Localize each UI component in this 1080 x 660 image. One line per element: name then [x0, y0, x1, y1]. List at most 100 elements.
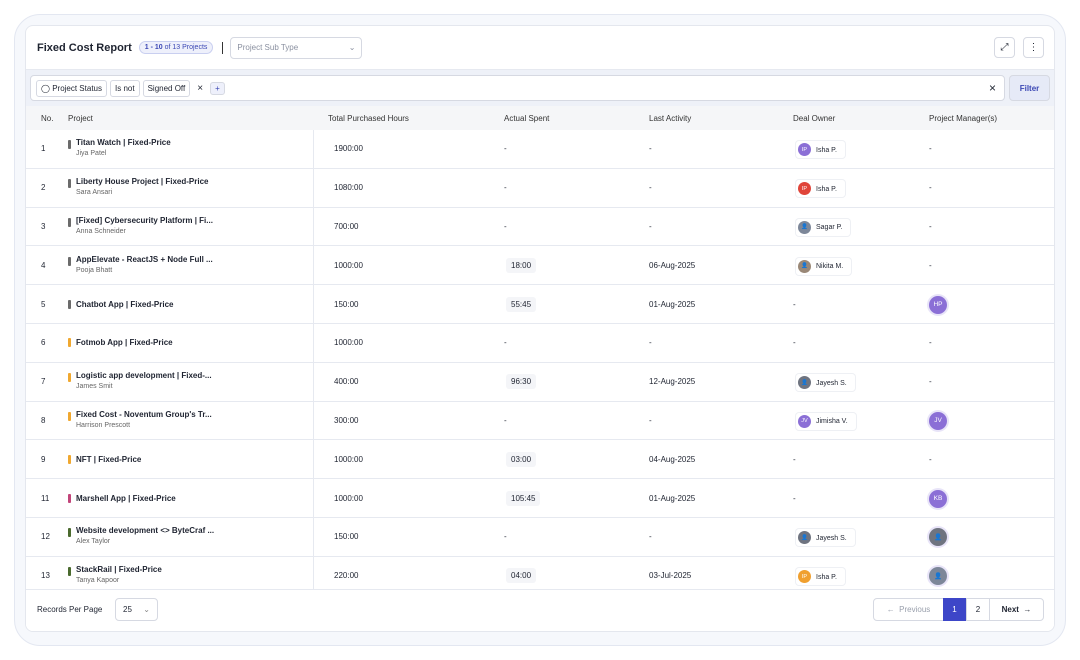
menu-button[interactable]: ⋮ [1023, 37, 1044, 58]
vdiv [313, 208, 314, 246]
owner-avatar: 👤 [798, 221, 811, 234]
last-activity: - [649, 338, 652, 347]
initials: IP [802, 574, 807, 580]
actual-spent: 105:45 [506, 491, 540, 506]
project-name: Logistic app development | Fixed-... [76, 371, 212, 380]
table-row[interactable]: 12Website development <> ByteCraf ...Ale… [26, 518, 1055, 557]
manager-avatar: HP [929, 296, 947, 314]
table-row[interactable]: 3[Fixed] Cybersecurity Platform | Fi...A… [26, 208, 1055, 247]
last-activity: - [649, 183, 652, 192]
deal-owner: - [793, 300, 796, 309]
owner-avatar: JV [798, 415, 811, 428]
next-button[interactable]: Next → [989, 598, 1044, 621]
row-number: 1 [41, 144, 45, 153]
count-badge: 1 - 10 of 13 Projects [139, 41, 214, 54]
initials: JV [801, 418, 807, 424]
filter-button[interactable]: Filter [1009, 75, 1050, 101]
row-number: 2 [41, 183, 45, 192]
table-body: 1Titan Watch | Fixed-PriceJiya Patel1900… [26, 130, 1055, 591]
chevron: ⌄ [349, 43, 356, 52]
owner-avatar: 👤 [798, 376, 811, 389]
owner-name: Jayesh S. [816, 535, 847, 542]
table-row[interactable]: 9NFT | Fixed-Price1000:0003:0004-Aug-202… [26, 440, 1055, 479]
owner-name: Sagar P. [816, 224, 842, 231]
table-row[interactable]: 6Fotmob App | Fixed-Price1000:00---- [26, 324, 1055, 363]
purchased-hours: 150:00 [334, 532, 358, 541]
last-activity: 12-Aug-2025 [649, 377, 695, 386]
table-row[interactable]: 1Titan Watch | Fixed-PriceJiya Patel1900… [26, 130, 1055, 169]
field: Project Status [52, 84, 102, 93]
table-row[interactable]: 4AppElevate - ReactJS + Node Full ...Poo… [26, 246, 1055, 285]
project-color [68, 567, 71, 576]
last-activity: 06-Aug-2025 [649, 261, 695, 270]
manager-avatar: JV [929, 412, 947, 430]
filter-field[interactable]: ◯ Project Status [36, 80, 107, 97]
previous-button[interactable]: ← Previous [873, 598, 944, 621]
add-filter[interactable]: + [210, 82, 225, 95]
page-button[interactable]: 2 [966, 598, 990, 621]
project-name: StackRail | Fixed-Price [76, 565, 162, 574]
remove-filter[interactable]: × [197, 83, 203, 94]
vdiv [313, 479, 314, 517]
column-header: Deal Owner [793, 114, 835, 123]
last-activity: 04-Aug-2025 [649, 455, 695, 464]
deal-owner: IPIsha P. [796, 180, 845, 197]
deal-owner: IP Isha P. [796, 568, 845, 585]
table-row[interactable]: 11Marshell App | Fixed-Price1000:00105:4… [26, 479, 1055, 518]
vdiv [313, 402, 314, 440]
initials: IP [802, 147, 807, 153]
vdiv [313, 246, 314, 284]
actual-spent: 18:00 [506, 258, 536, 273]
vdiv [313, 363, 314, 401]
client-name: James Smit [76, 383, 113, 390]
project-manager: - [929, 261, 932, 270]
filter-value[interactable]: Signed Off [143, 80, 191, 97]
row-number: 13 [41, 571, 50, 580]
purchased-hours: 400:00 [334, 377, 358, 386]
row-number: 7 [41, 377, 45, 386]
deal-owner: JV Jimisha V. [796, 413, 856, 430]
separator [222, 42, 223, 54]
table-row[interactable]: 13StackRail | Fixed-PriceTanya Kapoor220… [26, 557, 1055, 591]
project-manager: - [929, 377, 932, 386]
project-manager: - [929, 144, 932, 153]
vdiv [313, 518, 314, 556]
purchased-hours: 150:00 [334, 300, 358, 309]
project-color [68, 528, 71, 537]
last-activity: - [649, 222, 652, 231]
initials: KB [934, 495, 943, 502]
expand-button[interactable]: ⤢ [994, 37, 1015, 58]
purchased-hours: 1900:00 [334, 144, 363, 153]
table-row[interactable]: 7 Logistic app development | Fixed-... Jam… [26, 363, 1055, 402]
previous: Previous [899, 605, 930, 614]
owner-avatar: IP [798, 182, 811, 195]
project-color [68, 338, 71, 347]
project-name: Liberty House Project | Fixed-Price [76, 177, 209, 186]
project-color [68, 494, 71, 503]
owner-name: Isha P. [816, 574, 837, 581]
page-button[interactable]: 1 [943, 598, 966, 621]
row-number: 11 [41, 494, 49, 503]
vdiv [313, 285, 314, 323]
client-name: Harrison Prescott [76, 422, 130, 429]
project-color [68, 218, 71, 227]
purchased-hours: 1000:00 [334, 455, 363, 464]
per-page-select[interactable]: 25⌄ [115, 598, 158, 621]
project-color [68, 455, 71, 464]
table-row[interactable]: 8Fixed Cost - Noventum Group's Tr...Harr… [26, 402, 1055, 441]
owner-name: Jimisha V. [816, 418, 848, 425]
table-row[interactable]: 2Liberty House Project | Fixed-PriceSara… [26, 169, 1055, 208]
clear-filters[interactable]: × [989, 81, 996, 95]
project-manager: - [929, 455, 932, 464]
project-manager: - [929, 183, 932, 192]
project-color [68, 300, 71, 309]
per-page: 25 [123, 605, 132, 614]
filter-operator[interactable]: Is not [110, 80, 140, 97]
vdiv [313, 169, 314, 207]
actual-spent: - [504, 222, 507, 231]
project-manager: - [929, 338, 932, 347]
sub-type-select[interactable]: Project Sub Type⌄ [230, 37, 362, 59]
purchased-hours: 1000:00 [334, 338, 363, 347]
table-row[interactable]: 5Chatbot App | Fixed-Price150:0055:4501-… [26, 285, 1055, 324]
